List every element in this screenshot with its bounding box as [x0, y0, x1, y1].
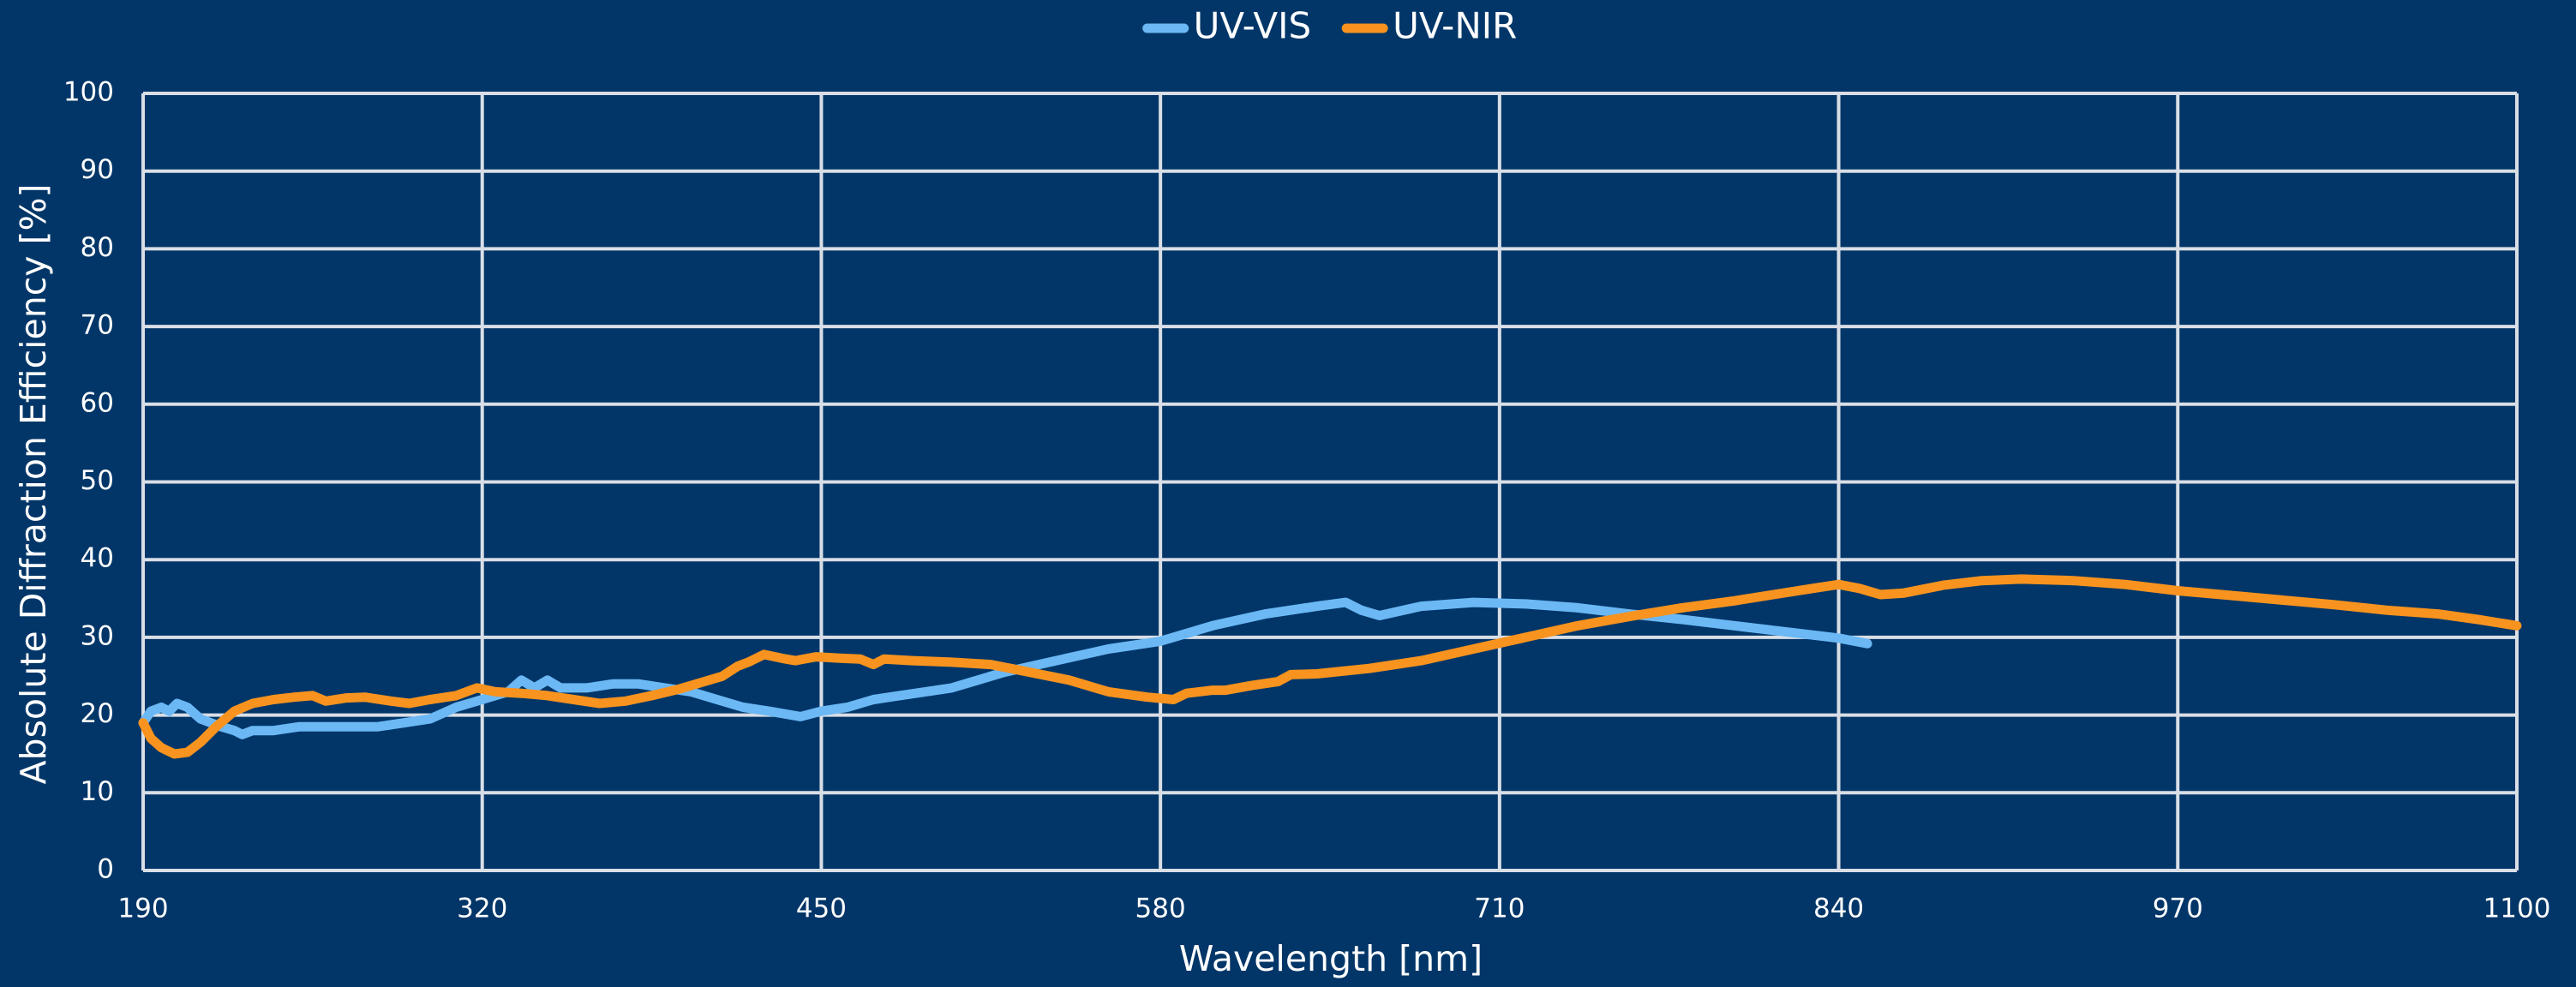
x-tick-label: 840 [1813, 894, 1864, 924]
y-tick-label: 40 [81, 543, 114, 574]
y-tick-label: 100 [63, 77, 114, 108]
legend: UV-VIS UV-NIR [1142, 5, 1517, 47]
legend-label: UV-VIS [1194, 5, 1311, 47]
x-tick-label: 190 [117, 894, 168, 924]
y-tick-label: 0 [97, 854, 114, 885]
y-tick-label: 70 [81, 310, 114, 341]
y-tick-label: 90 [81, 154, 114, 185]
x-tick-label: 320 [457, 894, 507, 924]
grid [141, 92, 2519, 872]
plot-lines [138, 574, 2522, 759]
series-line [138, 574, 2522, 759]
x-tick-label: 710 [1474, 894, 1525, 924]
y-tick-label: 10 [81, 776, 114, 807]
x-tick-label: 970 [2153, 894, 2203, 924]
y-tick-label: 50 [81, 465, 114, 496]
x-axis-label: Wavelength [nm] [1179, 938, 1483, 979]
x-tick-label: 1100 [2483, 894, 2551, 924]
y-tick-label: 30 [81, 620, 114, 651]
y-axis-label: Absolute Diffraction Efficiency [%] [13, 183, 54, 784]
x-tick-label: 580 [1135, 894, 1186, 924]
series-line [138, 597, 1872, 739]
y-tick-label: 20 [81, 698, 114, 729]
y-tick-label: 80 [81, 232, 114, 263]
x-tick-label: 450 [796, 894, 847, 924]
y-tick-label: 60 [81, 387, 114, 418]
legend-label: UV-NIR [1393, 5, 1517, 47]
